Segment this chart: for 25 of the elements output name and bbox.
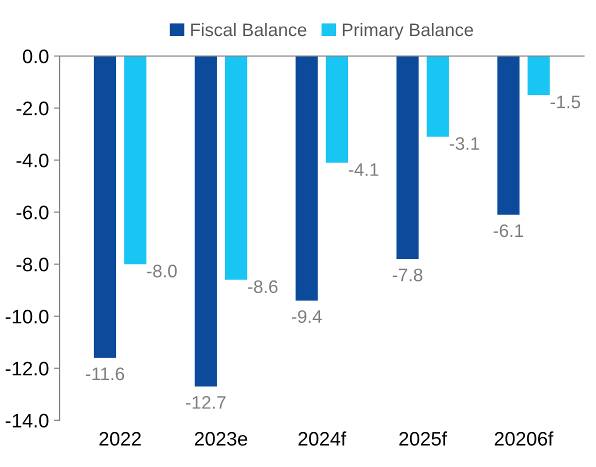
data-label: -1.5 [550,96,580,108]
y-tick-label: -10.0 [6,310,48,324]
y-tick-label: -6.0 [16,206,48,220]
x-tick-label: 20206f [494,431,554,446]
y-tick-label: -2.0 [16,102,48,116]
data-label: -4.1 [348,163,378,176]
data-label: -8.0 [147,264,177,278]
y-tick-label: -14.0 [6,414,48,428]
data-label: -9.4 [292,310,322,323]
y-tick-label: -4.0 [16,154,48,168]
legend-label: Fiscal Balance [191,22,306,36]
x-tick-label: 2025f [399,431,448,446]
data-label: -12.7 [186,396,226,409]
data-label: -6.1 [494,224,524,238]
y-tick-label: -12.0 [6,362,48,376]
y-tick-label: 0.0 [22,50,48,64]
x-tick-label: 2023e [194,432,248,446]
x-tick-label: 2024f [298,431,346,446]
legend-label: Primary Balance [342,22,474,40]
data-label: -3.1 [450,137,480,150]
y-tick-label: -8.0 [16,258,48,272]
data-label: -7.8 [392,268,422,282]
x-tick-label: 2022 [99,432,141,446]
data-label: -11.6 [86,367,124,380]
data-label: -8.6 [248,280,278,294]
